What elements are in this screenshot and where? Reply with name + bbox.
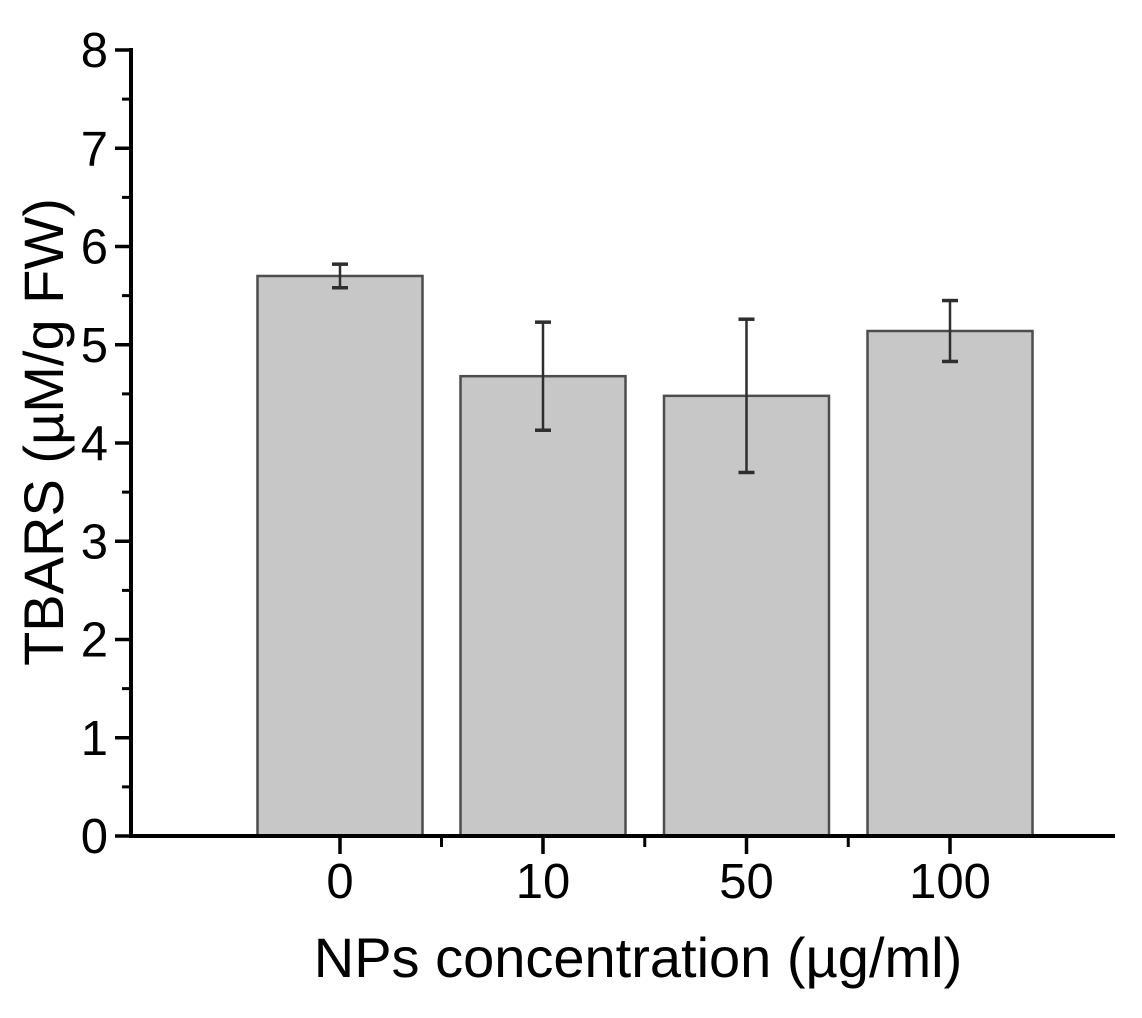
bar [866,329,1034,838]
bar [459,374,627,838]
y-tick-label: 5 [81,319,108,373]
bar [256,274,424,838]
x-tick-label: 100 [909,855,991,909]
x-tick-label: 50 [719,855,774,909]
y-tick-label: 2 [81,614,108,668]
y-tick-label: 4 [81,417,108,471]
x-axis-title: NPs concentration (µg/ml) [313,926,963,989]
y-tick-label: 0 [81,810,108,864]
y-tick-label: 8 [81,24,108,78]
y-tick-label: 6 [81,221,108,275]
y-tick-label: 3 [81,515,108,569]
x-tick-label: 0 [326,855,353,909]
y-tick-label: 1 [81,712,108,766]
y-axis-title: TBARS (µM/g FW) [11,198,75,666]
y-tick-label: 7 [81,122,108,176]
x-tick-label: 10 [516,855,571,909]
